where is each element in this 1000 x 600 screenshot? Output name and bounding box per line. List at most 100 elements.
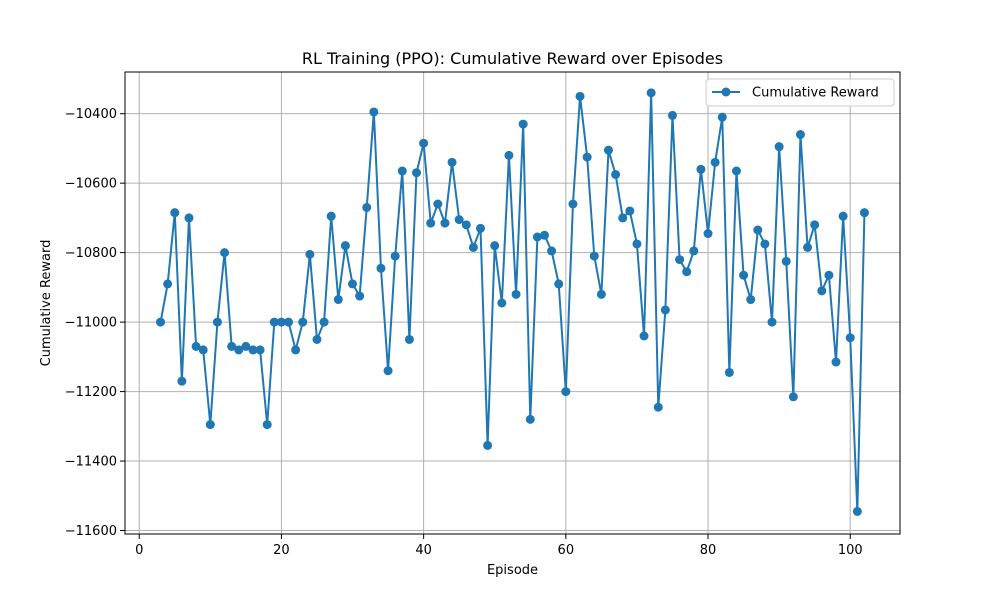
data-point — [852, 506, 862, 516]
data-point — [632, 239, 642, 249]
data-point — [497, 298, 507, 308]
data-point — [433, 199, 443, 209]
data-point — [532, 232, 542, 242]
chart-title: RL Training (PPO): Cumulative Reward ove… — [302, 49, 723, 68]
data-point — [156, 317, 166, 327]
x-tick-label: 80 — [700, 543, 717, 558]
data-point — [696, 164, 706, 174]
data-point — [717, 112, 727, 122]
data-point — [689, 246, 699, 256]
data-point — [241, 341, 251, 351]
data-point — [348, 279, 358, 289]
data-point — [305, 249, 315, 259]
data-point — [781, 256, 791, 266]
y-tick-label: −10400 — [65, 107, 117, 122]
data-point — [376, 263, 386, 273]
x-tick-label: 0 — [135, 543, 143, 558]
plot-area — [124, 71, 901, 535]
data-point — [412, 168, 422, 178]
data-point — [163, 279, 173, 289]
data-point — [795, 130, 805, 140]
data-point — [667, 110, 677, 120]
data-point — [319, 317, 329, 327]
y-tick-label: −11000 — [65, 316, 117, 331]
data-point — [774, 142, 784, 152]
data-point — [284, 317, 294, 327]
x-tick-label: 100 — [838, 543, 863, 558]
data-point — [525, 414, 535, 424]
data-point — [419, 138, 429, 148]
data-point — [660, 305, 670, 315]
data-point — [454, 215, 464, 225]
data-point — [362, 202, 372, 212]
y-tick-label: −10600 — [65, 177, 117, 192]
data-point — [333, 295, 343, 305]
y-tick-label: −11400 — [65, 455, 117, 470]
y-tick-label: −11200 — [65, 385, 117, 400]
data-point — [383, 366, 393, 376]
data-point — [269, 317, 279, 327]
data-point — [682, 267, 692, 277]
data-point — [803, 242, 813, 252]
x-axis-label: Episode — [487, 563, 538, 578]
data-point — [618, 213, 628, 223]
data-point — [753, 225, 763, 235]
y-tick-label: −11600 — [65, 524, 117, 539]
data-point — [447, 157, 457, 167]
data-point — [788, 392, 798, 402]
data-point — [838, 211, 848, 221]
data-point — [760, 239, 770, 249]
y-axis-label: Cumulative Reward — [39, 240, 54, 367]
data-point — [262, 420, 272, 430]
data-point — [298, 317, 308, 327]
data-point — [817, 286, 827, 296]
data-point — [639, 331, 649, 341]
x-tick-label: 20 — [273, 543, 290, 558]
data-point — [170, 208, 180, 218]
data-point — [212, 317, 222, 327]
x-tick-label: 40 — [415, 543, 432, 558]
data-point — [767, 317, 777, 327]
data-point — [220, 248, 230, 258]
y-tick-label: −10800 — [65, 246, 117, 261]
data-point — [724, 367, 734, 377]
data-point — [404, 334, 414, 344]
data-point — [596, 289, 606, 299]
data-point — [575, 91, 585, 101]
data-point — [625, 206, 635, 216]
data-point — [653, 402, 663, 412]
data-point — [561, 387, 571, 397]
data-point — [248, 345, 258, 355]
data-point — [831, 357, 841, 367]
data-point — [511, 289, 521, 299]
grid-lines — [125, 72, 900, 534]
legend-box — [705, 78, 895, 107]
data-point — [177, 376, 187, 386]
data-point — [490, 241, 500, 251]
data-point — [461, 220, 471, 230]
data-point — [845, 333, 855, 343]
data-point — [582, 152, 592, 162]
x-tick-label: 60 — [558, 543, 575, 558]
data-point — [369, 107, 379, 117]
data-point — [205, 420, 215, 430]
data-point — [746, 295, 756, 305]
data-point — [859, 208, 869, 218]
data-point — [675, 255, 685, 265]
legend-entry-cumulative-reward: Cumulative Reward — [752, 86, 879, 101]
data-point — [191, 341, 201, 351]
data-point — [227, 341, 237, 351]
data-point — [312, 334, 322, 344]
data-point — [355, 291, 365, 301]
data-point — [234, 345, 244, 355]
legend-marker-swatch — [721, 87, 731, 97]
axis-ticks: 0 20 40 60 80 100 −11600 −11400 −11200 −11000 −108… — [65, 107, 863, 558]
data-point — [703, 229, 713, 239]
data-point — [198, 345, 208, 355]
data-point — [589, 251, 599, 261]
data-point — [255, 345, 265, 355]
data-point — [440, 218, 450, 228]
data-point — [426, 218, 436, 228]
